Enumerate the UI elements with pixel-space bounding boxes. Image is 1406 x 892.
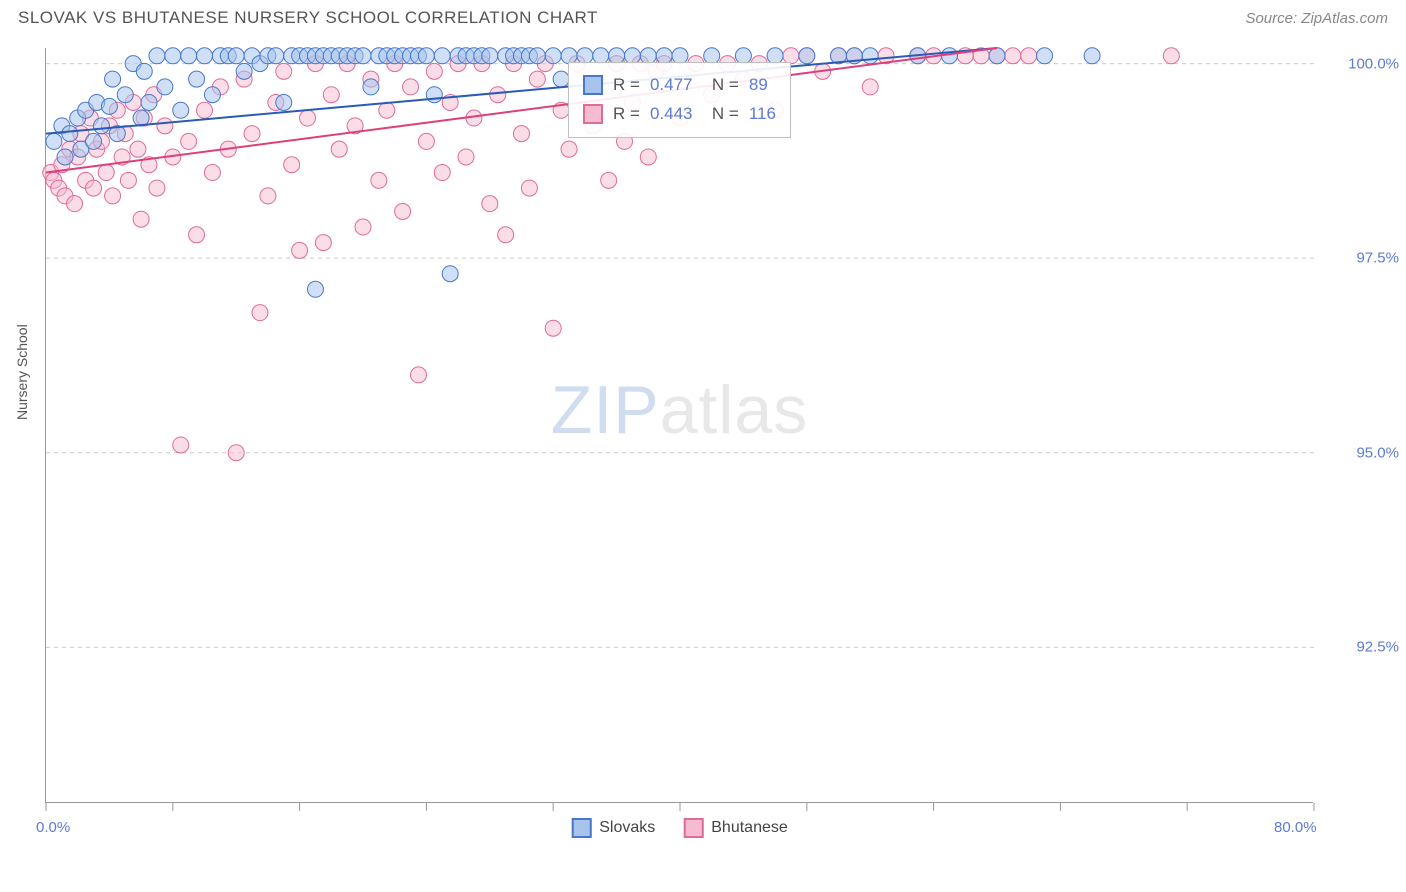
- swatch-bhutanese-icon: [683, 818, 703, 838]
- n-value-slovaks: 89: [749, 71, 768, 100]
- source-label: Source: ZipAtlas.com: [1245, 10, 1388, 27]
- series-legend: Slovaks Bhutanese: [571, 818, 788, 838]
- legend-item-bhutanese: Bhutanese: [683, 818, 788, 838]
- legend-row-slovaks: R = 0.477 N = 89: [583, 71, 776, 100]
- n-value-bhutanese: 116: [749, 100, 776, 129]
- chart-title: SLOVAK VS BHUTANESE NURSERY SCHOOL CORRE…: [18, 8, 598, 28]
- y-tick-label: 97.5%: [1319, 250, 1399, 267]
- y-tick-label: 100.0%: [1319, 55, 1399, 72]
- y-axis-title: Nursery School: [14, 324, 30, 420]
- r-value-slovaks: 0.477: [650, 71, 693, 100]
- x-axis-label-min: 0.0%: [36, 819, 70, 836]
- x-axis-label-max: 80.0%: [1274, 819, 1317, 836]
- legend-item-slovaks: Slovaks: [571, 818, 655, 838]
- scatter-plot: [46, 48, 1313, 802]
- y-tick-label: 95.0%: [1319, 444, 1399, 461]
- legend-label-slovaks: Slovaks: [599, 819, 655, 837]
- swatch-slovaks: [583, 75, 603, 95]
- chart-area: ZIPatlas 100.0%97.5%95.0%92.5% R = 0.477…: [45, 48, 1313, 803]
- correlation-legend: R = 0.477 N = 89 R = 0.443 N = 116: [568, 62, 791, 138]
- swatch-bhutanese: [583, 104, 603, 124]
- swatch-slovaks-icon: [571, 818, 591, 838]
- r-value-bhutanese: 0.443: [650, 100, 693, 129]
- y-tick-label: 92.5%: [1319, 639, 1399, 656]
- legend-row-bhutanese: R = 0.443 N = 116: [583, 100, 776, 129]
- legend-label-bhutanese: Bhutanese: [711, 819, 788, 837]
